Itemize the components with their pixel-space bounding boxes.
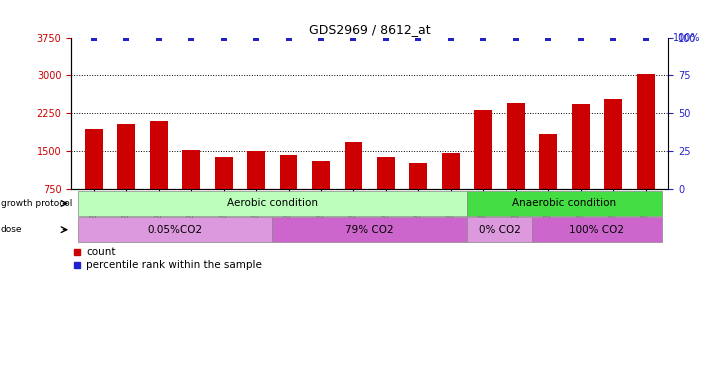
Text: Anaerobic condition: Anaerobic condition xyxy=(513,198,616,208)
Text: count: count xyxy=(86,247,115,257)
Bar xyxy=(117,124,135,227)
Bar xyxy=(572,104,589,227)
Bar xyxy=(272,217,467,242)
Text: 0.05%CO2: 0.05%CO2 xyxy=(147,225,203,235)
Bar xyxy=(77,191,467,216)
Text: growth protocol: growth protocol xyxy=(1,199,72,208)
Bar xyxy=(215,157,232,227)
Text: 0% CO2: 0% CO2 xyxy=(479,225,520,235)
Bar xyxy=(150,121,168,227)
Bar xyxy=(540,134,557,227)
Text: 79% CO2: 79% CO2 xyxy=(346,225,394,235)
Bar xyxy=(604,99,622,227)
Text: percentile rank within the sample: percentile rank within the sample xyxy=(86,260,262,270)
Bar xyxy=(467,217,532,242)
Bar xyxy=(279,156,297,227)
Bar xyxy=(77,217,272,242)
Bar xyxy=(467,191,662,216)
Bar xyxy=(636,74,655,227)
Text: 100%: 100% xyxy=(673,33,700,42)
Text: Aerobic condition: Aerobic condition xyxy=(227,198,318,208)
Bar xyxy=(377,157,395,227)
Bar xyxy=(345,142,363,227)
Bar xyxy=(410,162,427,227)
Bar xyxy=(532,217,662,242)
Bar xyxy=(474,110,492,227)
Bar xyxy=(182,150,200,227)
Title: GDS2969 / 8612_at: GDS2969 / 8612_at xyxy=(309,23,431,36)
Bar xyxy=(507,104,525,227)
Text: dose: dose xyxy=(1,225,22,234)
Text: 100% CO2: 100% CO2 xyxy=(570,225,624,235)
Bar xyxy=(442,153,460,227)
Bar xyxy=(312,160,330,227)
Bar xyxy=(85,129,103,227)
Bar xyxy=(247,151,265,227)
